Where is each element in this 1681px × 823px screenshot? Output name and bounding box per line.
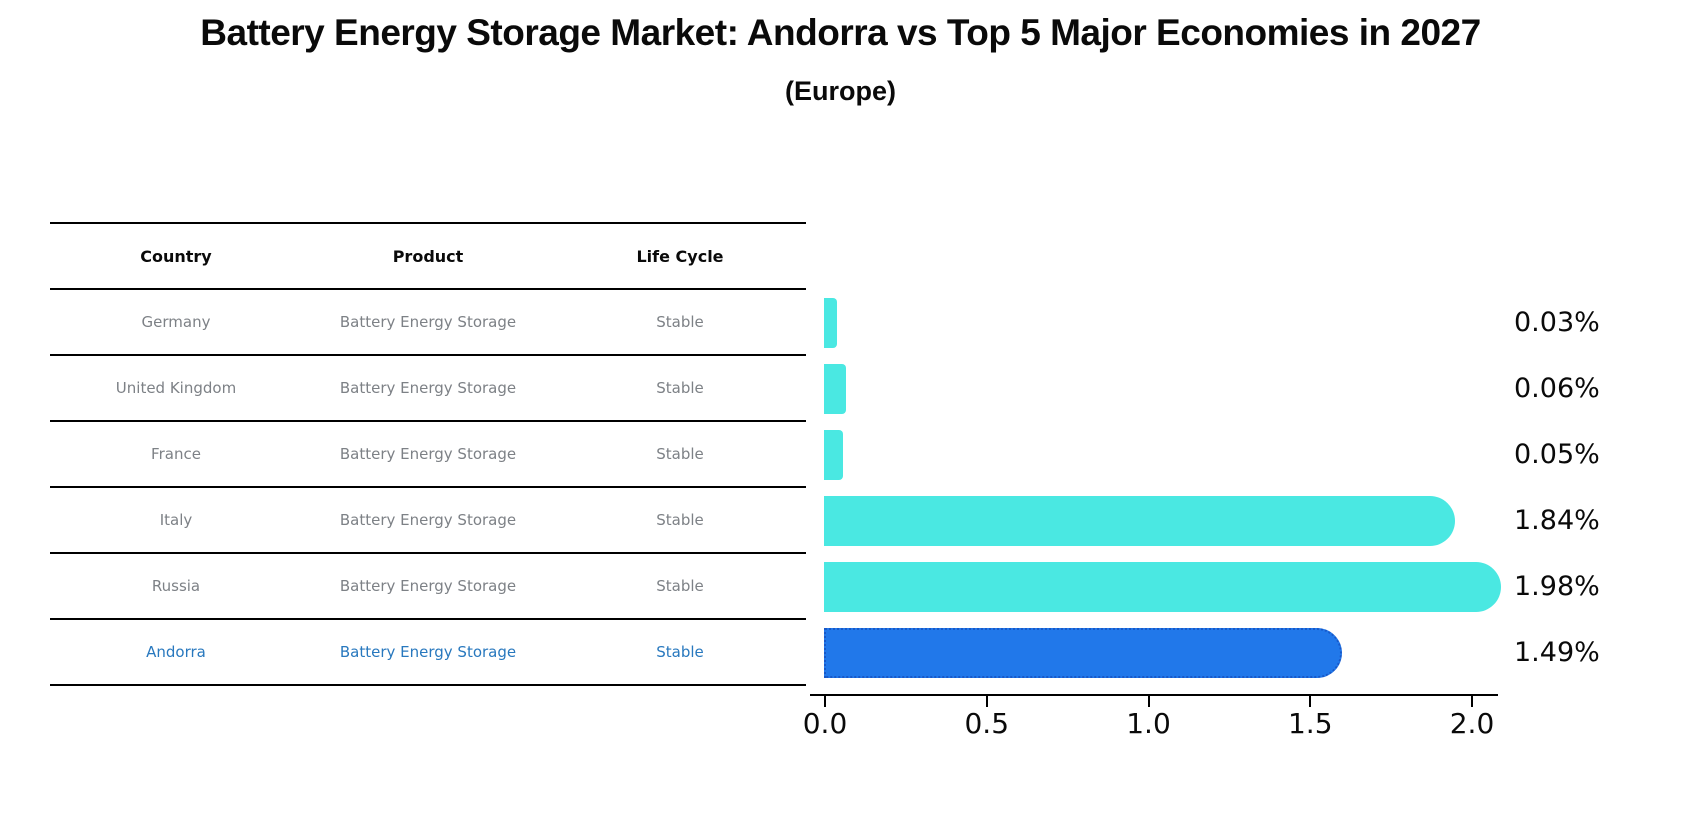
value-label: 1.84% (1514, 505, 1600, 536)
x-axis-tick (1471, 696, 1473, 707)
table-row: Germany Battery Energy Storage Stable (50, 290, 806, 356)
x-axis-tick-label: 1.5 (1287, 707, 1333, 740)
table-row-highlighted: Andorra Battery Energy Storage Stable (50, 620, 806, 686)
table-header-row: Country Product Life Cycle (50, 222, 806, 290)
cell-country: Andorra (146, 643, 206, 661)
chart-title: Battery Energy Storage Market: Andorra v… (200, 12, 1481, 53)
cell-life-cycle: Stable (656, 511, 704, 529)
table-row: France Battery Energy Storage Stable (50, 422, 806, 488)
value-label: 0.05% (1514, 439, 1600, 470)
x-axis-tick (1309, 696, 1312, 707)
chart-subtitle: (Europe) (785, 76, 896, 106)
x-axis-tick-label: 0.0 (802, 707, 848, 740)
table-row: Italy Battery Energy Storage Stable (50, 488, 806, 554)
cell-life-cycle: Stable (656, 313, 704, 331)
value-label: 1.49% (1514, 637, 1600, 668)
cell-life-cycle: Stable (656, 445, 704, 463)
column-header-life-cycle: Life Cycle (636, 246, 724, 266)
table-row: United Kingdom Battery Energy Storage St… (50, 356, 806, 422)
x-axis-tick (985, 696, 988, 707)
table-row: Russia Battery Energy Storage Stable (50, 554, 806, 620)
cell-life-cycle: Stable (656, 379, 704, 397)
x-axis-tick-label: 1.0 (1126, 707, 1171, 740)
bar-france (824, 430, 844, 480)
cell-product: Battery Energy Storage (339, 313, 517, 331)
cell-product: Battery Energy Storage (339, 379, 517, 397)
x-axis-tick-label: 0.5 (964, 707, 1010, 740)
x-axis-tick-label: 2.0 (1449, 707, 1495, 740)
cell-product: Battery Energy Storage (339, 577, 517, 595)
bar-russia (824, 562, 1501, 612)
cell-product: Battery Energy Storage (339, 511, 517, 529)
cell-country: France (151, 445, 201, 463)
cell-country: United Kingdom (115, 379, 237, 397)
value-label: 0.06% (1514, 373, 1600, 404)
x-axis-line (810, 694, 1498, 696)
cell-country: Russia (151, 577, 201, 595)
cell-product: Battery Energy Storage (339, 643, 517, 661)
bar-united-kingdom (824, 364, 847, 414)
column-header-product: Product (392, 246, 464, 266)
country-table: Country Product Life Cycle Germany Batte… (50, 222, 806, 686)
cell-product: Battery Energy Storage (339, 445, 517, 463)
bar-andorra-highlighted (824, 628, 1342, 678)
cell-life-cycle: Stable (656, 643, 704, 661)
bar-italy (824, 496, 1456, 546)
bar-germany (824, 298, 837, 348)
value-label: 1.98% (1514, 571, 1600, 602)
cell-country: Italy (159, 511, 193, 529)
cell-country: Germany (141, 313, 211, 331)
x-axis-tick (824, 696, 826, 707)
column-header-country: Country (140, 246, 212, 266)
cell-life-cycle: Stable (656, 577, 704, 595)
value-label: 0.03% (1514, 307, 1600, 338)
x-axis-tick (1147, 696, 1150, 707)
